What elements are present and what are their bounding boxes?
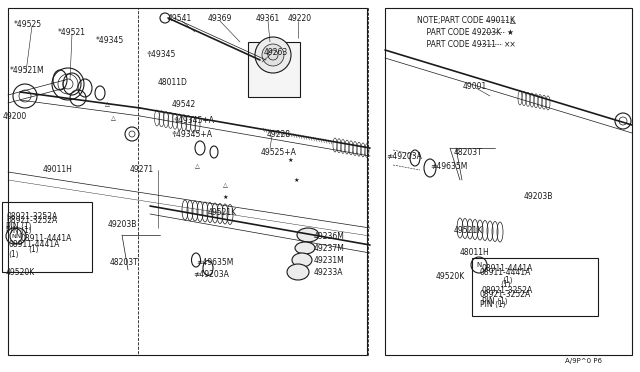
Text: 49542: 49542: [172, 100, 196, 109]
Text: *49345: *49345: [96, 36, 124, 45]
Text: ★: ★: [507, 28, 514, 37]
Text: 49521K: 49521K: [454, 226, 483, 235]
Text: 49520K: 49520K: [436, 272, 465, 281]
Text: 49236M: 49236M: [314, 232, 345, 241]
Text: 49361: 49361: [256, 14, 280, 23]
Text: PIN ⟨1⟩: PIN ⟨1⟩: [6, 222, 32, 231]
Ellipse shape: [297, 228, 319, 242]
Bar: [385, 8, 632, 355]
Text: 49231M: 49231M: [314, 256, 345, 265]
Bar: [138, 8, 368, 355]
Text: 48011D: 48011D: [158, 78, 188, 87]
Text: PART CODE 49311: PART CODE 49311: [417, 40, 496, 49]
Text: 48011H: 48011H: [460, 248, 490, 257]
Text: 08921-3252A: 08921-3252A: [482, 286, 533, 295]
Text: 49011H: 49011H: [43, 165, 73, 174]
Text: N: N: [15, 233, 20, 239]
Text: *49521: *49521: [58, 28, 86, 37]
Text: 49525+A: 49525+A: [261, 148, 297, 157]
Text: PART CODE 49203K: PART CODE 49203K: [417, 28, 501, 37]
Text: 49203B: 49203B: [108, 220, 138, 229]
Text: ★: ★: [222, 195, 228, 199]
Text: N: N: [476, 262, 482, 268]
Text: △: △: [195, 164, 200, 169]
Text: 08911-4441A: 08911-4441A: [482, 264, 533, 273]
Text: N: N: [12, 234, 17, 238]
Text: ⟨1⟩: ⟨1⟩: [502, 276, 513, 285]
Text: 08911-4441A: 08911-4441A: [8, 240, 60, 249]
Text: 48203T: 48203T: [110, 258, 139, 267]
Bar: [472, 258, 598, 316]
Text: *49525: *49525: [14, 20, 42, 29]
Bar: [2, 202, 92, 272]
Text: ★: ★: [287, 157, 293, 163]
Text: ⟨1⟩: ⟨1⟩: [28, 245, 39, 254]
Text: △: △: [510, 16, 516, 25]
Text: 49001: 49001: [463, 82, 487, 91]
Circle shape: [262, 44, 284, 66]
Text: PIN ⟨1⟩: PIN ⟨1⟩: [480, 300, 506, 309]
Text: 08911-4441A: 08911-4441A: [480, 268, 531, 277]
Text: △: △: [223, 183, 227, 187]
Text: 49220: 49220: [288, 14, 312, 23]
Text: ≉49635M: ≉49635M: [430, 162, 467, 171]
Text: PIN ⟨1⟩: PIN ⟨1⟩: [6, 226, 32, 235]
Text: 49520K: 49520K: [6, 268, 35, 277]
Text: △: △: [111, 115, 115, 121]
Text: 08921-3252A: 08921-3252A: [6, 216, 57, 225]
Text: 49369: 49369: [208, 14, 232, 23]
Text: PIN ⟨1⟩: PIN ⟨1⟩: [482, 297, 508, 306]
Text: A/9P^0 P6: A/9P^0 P6: [565, 358, 602, 364]
Ellipse shape: [287, 264, 309, 280]
Text: ⟨1⟩: ⟨1⟩: [8, 250, 19, 259]
Ellipse shape: [295, 242, 315, 254]
Text: *49521M: *49521M: [10, 66, 45, 75]
Text: 08911-4441A: 08911-4441A: [20, 234, 72, 243]
Text: 49200: 49200: [3, 112, 28, 121]
Text: 08921-3252A: 08921-3252A: [480, 290, 531, 299]
Text: 49233A: 49233A: [314, 268, 344, 277]
Text: 49521K: 49521K: [208, 208, 237, 217]
Text: NOTE;PART CODE 49011K: NOTE;PART CODE 49011K: [417, 16, 515, 25]
Text: 08921-3252A: 08921-3252A: [6, 212, 57, 221]
Text: ≉49203A: ≉49203A: [386, 152, 422, 161]
Text: 49541: 49541: [168, 14, 192, 23]
Text: 49271: 49271: [130, 165, 154, 174]
Text: 49263: 49263: [264, 48, 288, 57]
Text: ≉49635M: ≉49635M: [196, 258, 234, 267]
Bar: [248, 42, 300, 97]
Text: 49228: 49228: [267, 130, 291, 139]
Ellipse shape: [292, 253, 312, 267]
Text: 49237M: 49237M: [314, 244, 345, 253]
Text: 49203B: 49203B: [524, 192, 554, 201]
Circle shape: [255, 37, 291, 73]
Text: ××: ××: [504, 40, 516, 49]
Text: ⟨1⟩: ⟨1⟩: [500, 280, 511, 289]
Text: ≉49203A: ≉49203A: [193, 270, 229, 279]
Text: ☦49345: ☦49345: [146, 50, 175, 59]
Text: ☦49345+A: ☦49345+A: [173, 116, 214, 125]
Text: △: △: [104, 102, 109, 106]
Text: 48203T: 48203T: [454, 148, 483, 157]
Text: ★: ★: [293, 177, 299, 183]
Bar: [8, 8, 367, 355]
Text: ☦49345+A: ☦49345+A: [171, 130, 212, 139]
